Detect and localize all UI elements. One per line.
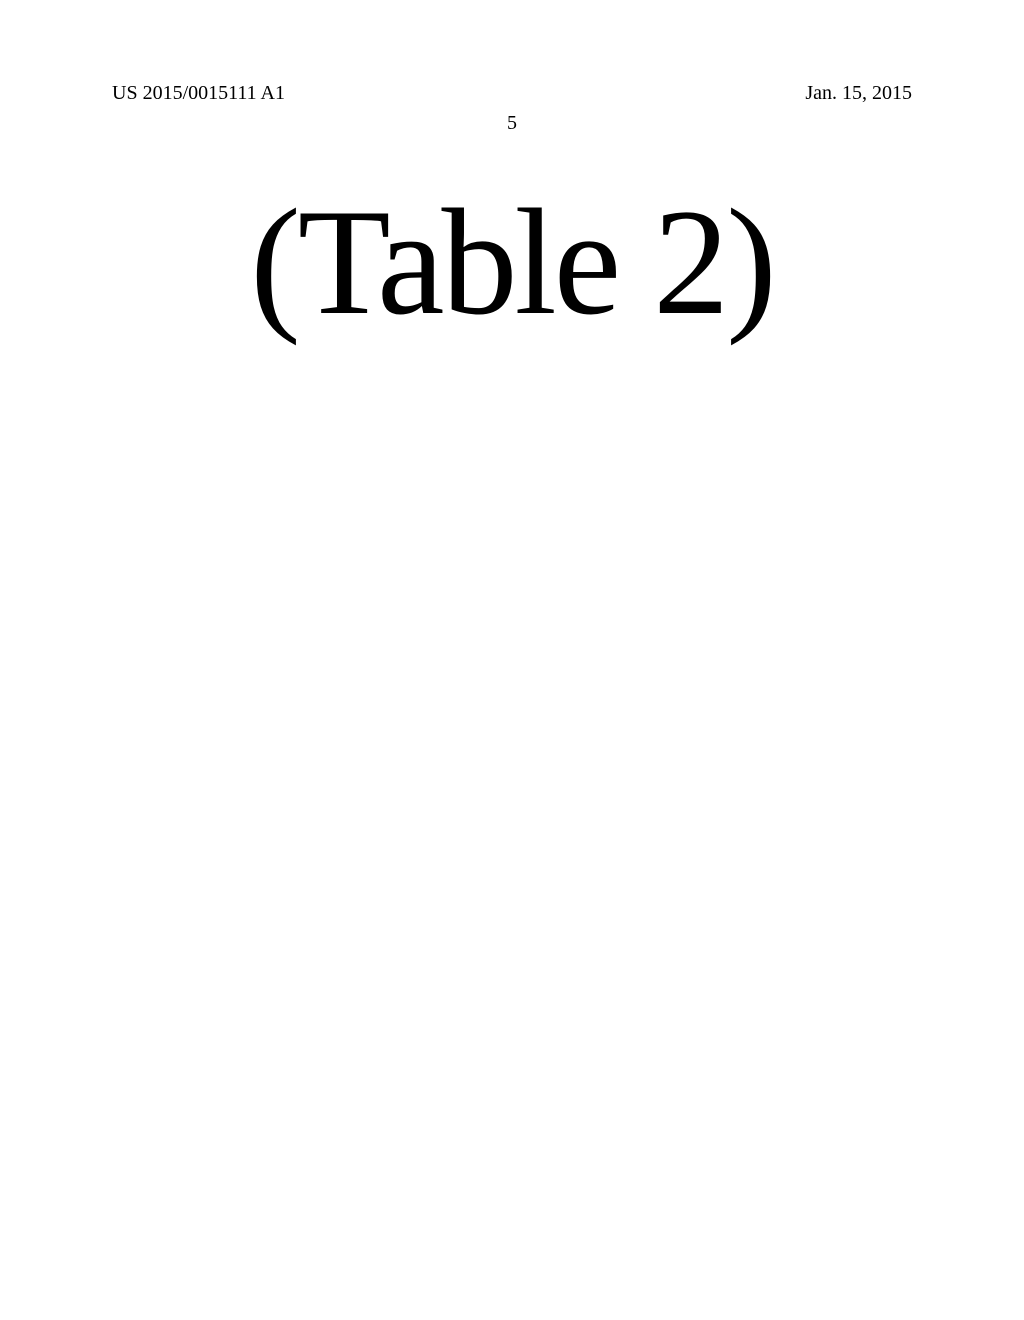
publication-number: US 2015/0015111 A1 (112, 82, 285, 105)
publication-date: Jan. 15, 2015 (805, 82, 912, 105)
table-label: (Table 2) (250, 175, 774, 349)
page-number: 5 (507, 112, 517, 135)
